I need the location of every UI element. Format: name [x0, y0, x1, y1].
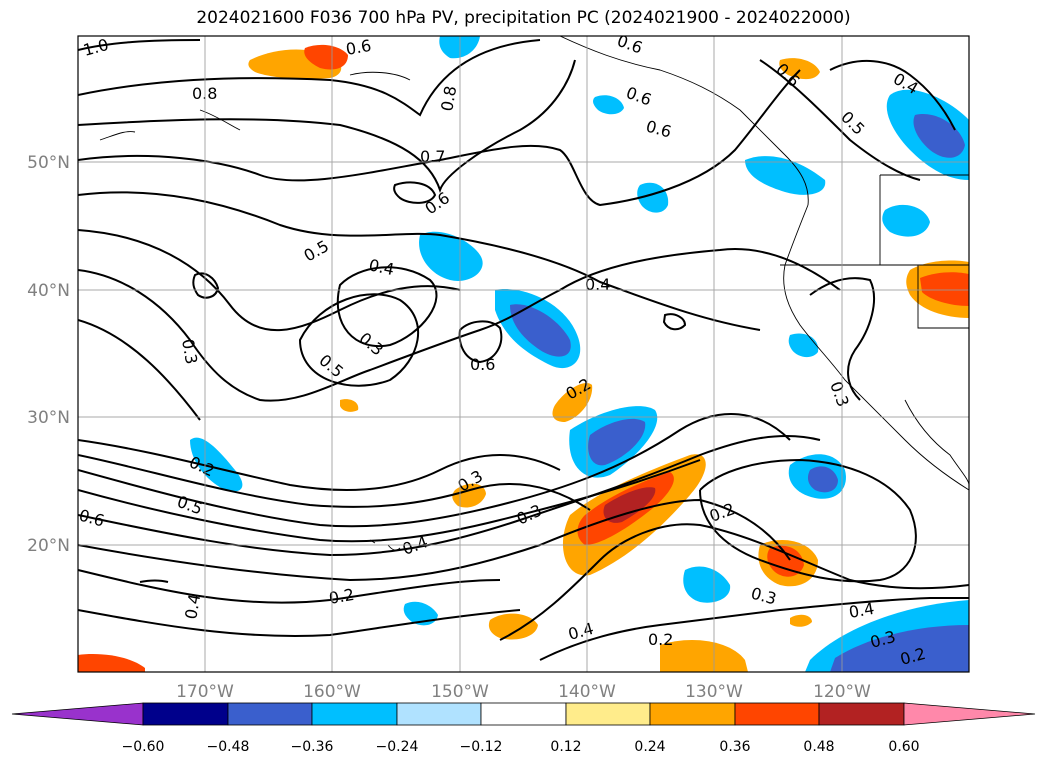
colorbar-tick-label: −0.48	[207, 739, 250, 755]
map-title: 2024021600 F036 700 hPa PV, precipitatio…	[196, 8, 851, 28]
colorbar-tick-label: −0.36	[291, 739, 334, 755]
contour-label: 0.6	[470, 355, 495, 374]
latitude-labels: 50°N 40°N 30°N 20°N	[27, 153, 70, 556]
colorbar-segment	[565, 702, 651, 726]
colorbar-segment	[480, 702, 567, 726]
colorbar-segment	[142, 702, 229, 726]
contour-label: 0.4	[847, 599, 875, 622]
map-background	[78, 36, 969, 672]
contour-label: 0.4	[585, 275, 610, 294]
map-frame	[77, 35, 970, 673]
contour-label: 0.4	[367, 255, 396, 279]
contour-label: 0.8	[437, 84, 460, 112]
contour-label: 0.2	[648, 630, 673, 649]
colorbar-tick-label: 0.48	[803, 739, 834, 755]
colorbar-segment	[311, 702, 398, 726]
lon-label: 150°W	[431, 682, 489, 702]
colorbar-segment	[649, 702, 736, 726]
contour-label: 0.7	[420, 147, 445, 166]
colorbar-tick-label: −0.60	[122, 739, 165, 755]
colorbar-segment	[396, 702, 482, 726]
contour-label: 0.4	[181, 592, 204, 620]
lon-label: 170°W	[176, 682, 234, 702]
colorbar-segment	[734, 702, 820, 726]
lat-label: 30°N	[27, 408, 70, 428]
lat-label: 20°N	[27, 536, 70, 556]
precip-negative-shading	[190, 36, 969, 672]
contour-label: 0.3	[178, 337, 201, 365]
contour-label: 0.2	[327, 585, 355, 608]
lat-label: 40°N	[27, 281, 70, 301]
colorbar-tick-label: −0.12	[460, 739, 503, 755]
colorbar-labels: −0.60 −0.48 −0.36 −0.24 −0.12 0.12 0.24 …	[122, 739, 920, 755]
colorbar-tick-label: 0.36	[719, 739, 750, 755]
colorbar-tick-label: 0.60	[888, 739, 919, 755]
contour-label: 0.6	[344, 36, 372, 59]
lon-label: 140°W	[558, 682, 616, 702]
colorbar-tick-label: 0.24	[634, 739, 665, 755]
lon-label: 130°W	[685, 682, 743, 702]
colorbar	[11, 702, 1036, 726]
longitude-labels: 170°W 160°W 150°W 140°W 130°W 120°W	[176, 682, 871, 702]
graticule	[78, 36, 969, 672]
lon-label: 120°W	[813, 682, 871, 702]
contour-label: 1.0	[81, 35, 111, 60]
colorbar-segment	[227, 702, 313, 726]
pv-contours	[78, 39, 969, 661]
colorbar-tick-label: −0.24	[376, 739, 419, 755]
colorbar-segment	[818, 702, 905, 726]
lon-label: 160°W	[303, 682, 361, 702]
lat-label: 50°N	[27, 153, 70, 173]
colorbar-segment	[11, 702, 144, 726]
colorbar-tick-label: 0.12	[550, 739, 581, 755]
colorbar-segment	[903, 702, 1036, 726]
